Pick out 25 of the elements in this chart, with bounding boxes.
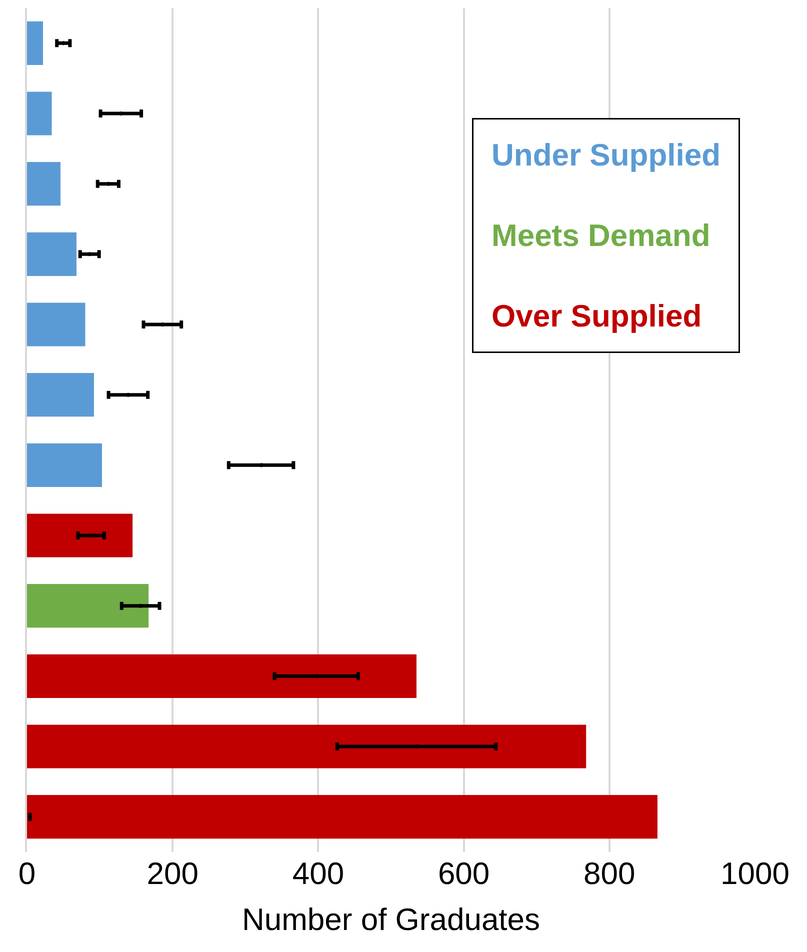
text: Meets Demand	[492, 218, 710, 254]
point	[314, 674, 319, 678]
bar	[27, 232, 76, 276]
x-tick-label: 200	[146, 856, 198, 891]
x-tick-label: 0	[18, 856, 36, 891]
bar	[27, 795, 658, 839]
bar	[27, 162, 60, 206]
x-axis-title: Number of Graduates	[242, 902, 540, 938]
point	[88, 252, 92, 256]
bar	[27, 584, 149, 628]
bar	[27, 724, 586, 768]
x-tick-label: 800	[584, 856, 636, 891]
bar	[27, 302, 86, 346]
x-tick-label: 600	[438, 856, 490, 891]
text: Over Supplied	[492, 298, 702, 334]
point	[126, 392, 130, 397]
bar	[27, 373, 94, 417]
bar	[27, 443, 102, 487]
bar	[27, 654, 416, 698]
x-tick-label: 1000	[720, 856, 790, 891]
x-tick-label: 400	[292, 856, 344, 891]
bar	[27, 21, 44, 65]
bar	[27, 514, 133, 558]
text: Under Supplied	[492, 138, 721, 172]
bar	[27, 92, 52, 136]
